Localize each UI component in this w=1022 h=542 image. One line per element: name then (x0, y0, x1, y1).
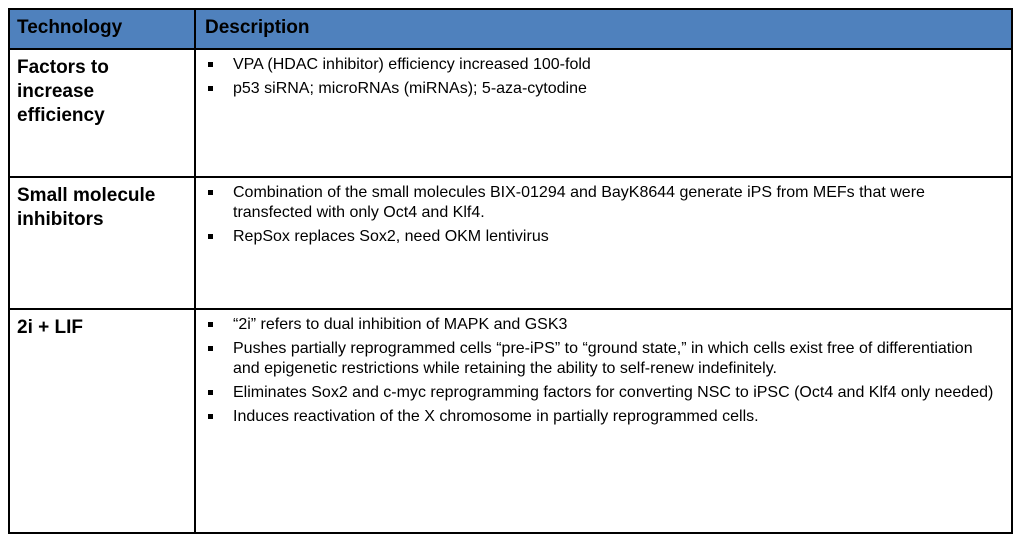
header-technology: Technology (10, 10, 196, 48)
description-cell: Combination of the small molecules BIX-0… (196, 178, 1011, 308)
square-bullet-icon (208, 190, 213, 195)
bullet-text: p53 siRNA; microRNAs (miRNAs); 5-aza-cyt… (233, 80, 587, 97)
bullet-item: RepSox replaces Sox2, need OKM lentiviru… (205, 227, 1002, 247)
square-bullet-icon (208, 322, 213, 327)
table-row: 2i + LIF “2i” refers to dual inhibition … (10, 308, 1011, 532)
table-row: Factors to increase efficiency VPA (HDAC… (10, 48, 1011, 176)
bullet-text: “2i” refers to dual inhibition of MAPK a… (233, 316, 568, 333)
square-bullet-icon (208, 62, 213, 67)
bullet-item: p53 siRNA; microRNAs (miRNAs); 5-aza-cyt… (205, 79, 1002, 99)
technology-table: Technology Description Factors to increa… (8, 8, 1013, 534)
square-bullet-icon (208, 414, 213, 419)
bullet-text: Induces reactivation of the X chromosome… (233, 408, 759, 425)
technology-cell: Small molecule inhibitors (10, 178, 196, 308)
bullet-text: Combination of the small molecules BIX-0… (233, 184, 925, 221)
header-description: Description (205, 17, 310, 38)
bullet-text: Eliminates Sox2 and c-myc reprogramming … (233, 384, 994, 401)
bullet-list: Combination of the small molecules BIX-0… (205, 183, 1002, 247)
square-bullet-icon (208, 234, 213, 239)
technology-cell: 2i + LIF (10, 310, 196, 532)
description-cell: VPA (HDAC inhibitor) efficiency increase… (196, 50, 1011, 176)
bullet-item: Eliminates Sox2 and c-myc reprogramming … (205, 383, 1002, 403)
technology-label: Small molecule inhibitors (17, 185, 156, 230)
bullet-item: Pushes partially reprogrammed cells “pre… (205, 339, 1002, 379)
square-bullet-icon (208, 390, 213, 395)
technology-cell: Factors to increase efficiency (10, 50, 196, 176)
bullet-item: Combination of the small molecules BIX-0… (205, 183, 1002, 223)
bullet-text: RepSox replaces Sox2, need OKM lentiviru… (233, 228, 549, 245)
bullet-item: Induces reactivation of the X chromosome… (205, 407, 1002, 427)
bullet-text: VPA (HDAC inhibitor) efficiency increase… (233, 56, 591, 73)
bullet-text: Pushes partially reprogrammed cells “pre… (233, 340, 973, 377)
technology-label: 2i + LIF (17, 317, 83, 338)
bullet-item: VPA (HDAC inhibitor) efficiency increase… (205, 55, 1002, 75)
bullet-item: “2i” refers to dual inhibition of MAPK a… (205, 315, 1002, 335)
table-header-row: Technology Description (10, 10, 1011, 48)
bullet-list: “2i” refers to dual inhibition of MAPK a… (205, 315, 1002, 427)
square-bullet-icon (208, 346, 213, 351)
table-row: Small molecule inhibitors Combination of… (10, 176, 1011, 308)
bullet-list: VPA (HDAC inhibitor) efficiency increase… (205, 55, 1002, 99)
square-bullet-icon (208, 86, 213, 91)
description-cell: “2i” refers to dual inhibition of MAPK a… (196, 310, 1011, 532)
technology-label: Factors to increase efficiency (17, 57, 109, 126)
